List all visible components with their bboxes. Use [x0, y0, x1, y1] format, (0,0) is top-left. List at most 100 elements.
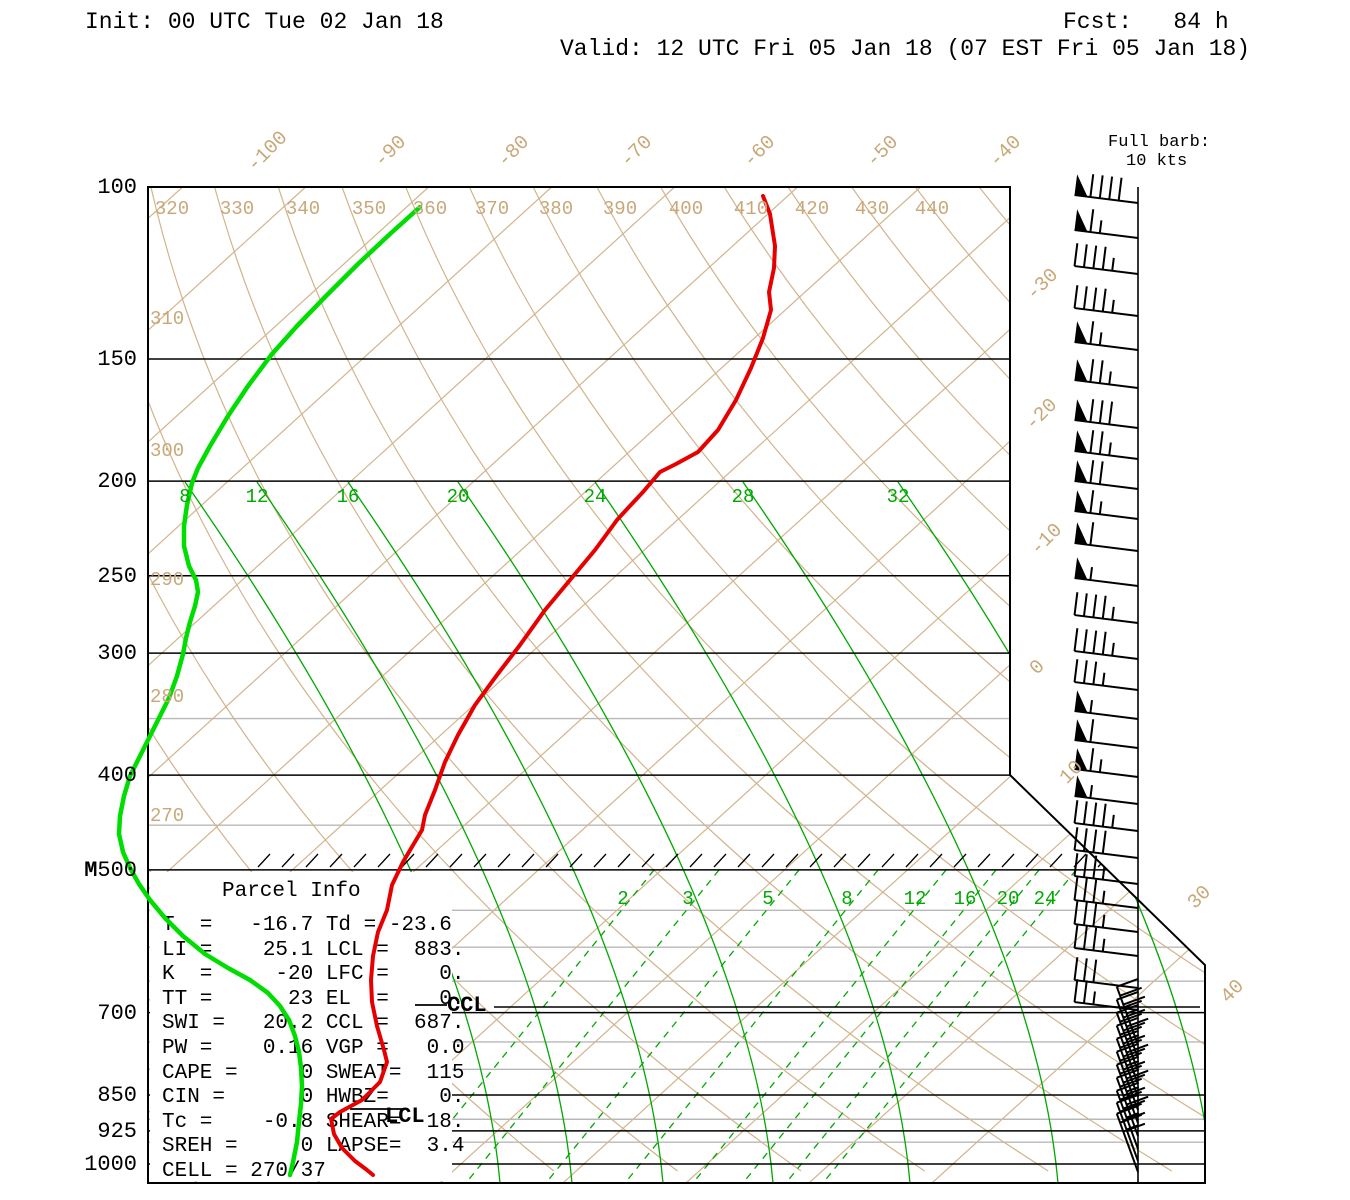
dry-adiabat-line: [787, 187, 1205, 1172]
freezing-level-hatch: [1049, 853, 1063, 868]
freezing-level-hatch: [425, 853, 439, 868]
parcel-info-row: Tc = -0.8 SHEAR= 18.: [162, 1110, 465, 1134]
wind-barb: [1073, 853, 1139, 885]
isotherm-line: [316, 187, 1205, 1183]
wind-barb: [1074, 522, 1139, 552]
wind-barb: [1074, 490, 1139, 520]
wind-barb: [1073, 628, 1139, 660]
isotherm-line: [148, 187, 553, 1183]
wind-barb: [1073, 285, 1139, 317]
freezing-level-hatch: [761, 853, 775, 868]
freezing-level-hatch: [281, 853, 295, 868]
freezing-level-hatch: [833, 853, 847, 868]
mixing-ratio-line: [624, 869, 879, 1183]
mixing-ratio-line: [742, 869, 997, 1183]
wind-barb: [1074, 321, 1139, 351]
dry-adiabat-line: [532, 187, 1205, 1172]
freezing-level-hatch: [809, 853, 823, 868]
parcel-info-row: T = -16.7 Td = -23.6: [162, 914, 452, 937]
freezing-level-hatch: [953, 853, 967, 868]
freezing-level-hatch: [377, 853, 391, 868]
parcel-info-row: K = -20 LFC = 0.: [162, 963, 465, 987]
wind-barb: [1074, 430, 1139, 460]
moist-adiabat-line: [594, 481, 911, 1183]
freezing-level-hatch: [449, 853, 463, 868]
dewpoint-curve: [116, 204, 423, 1178]
freezing-level-hatch: [1025, 853, 1039, 868]
wind-barb: [1073, 901, 1139, 933]
wind-barb: [1074, 557, 1139, 587]
wind-barb: [1074, 174, 1139, 204]
freezing-level-hatch: [737, 853, 751, 868]
parcel-info-table: T = -16.7 Td = -23.6 LI = 25.1 LCL = 883.…: [162, 914, 464, 1185]
freezing-level-hatch: [473, 853, 487, 868]
parcel-info-row: TT = 23 EL = 0.: [162, 987, 465, 1011]
isotherm-line: [148, 187, 430, 1183]
freezing-level-hatch: [545, 853, 559, 868]
parcel-info-row: CELL = 270/37: [162, 1159, 326, 1183]
isotherm-line: [148, 187, 676, 1183]
moist-adiabat-line: [457, 481, 774, 1183]
freezing-level-hatch: [305, 853, 319, 868]
mixing-ratio-line: [465, 869, 720, 1183]
freezing-level-hatch: [569, 853, 583, 868]
freezing-level-hatch: [329, 853, 343, 868]
moist-adiabat-line: [256, 481, 573, 1183]
parcel-info-row: SWI = 20.2 CCL = 687.: [162, 1012, 465, 1036]
parcel-info-row: CIN = 0 HWBZ= 0.: [162, 1086, 465, 1110]
parcel-info-row: LI = 25.1 LCL = 883.: [162, 938, 465, 962]
freezing-level-hatch: [857, 853, 871, 868]
freezing-level-hatch: [497, 853, 511, 868]
wind-barb: [1073, 925, 1139, 957]
moist-adiabat-line: [347, 481, 664, 1183]
wind-barb: [1074, 719, 1139, 749]
freezing-level-hatch: [1001, 853, 1015, 868]
freezing-level-hatch: [905, 853, 919, 868]
wind-barb: [1073, 659, 1139, 691]
wind-barb: [1074, 748, 1139, 778]
wind-barb: [1074, 209, 1139, 239]
isotherm-line: [685, 187, 1205, 1183]
wind-barb: [1074, 359, 1139, 389]
dry-adiabat-line: [468, 187, 1205, 1172]
wind-barb: [1074, 775, 1139, 805]
freezing-level-hatch: [617, 853, 631, 868]
freezing-level-hatch: [881, 853, 895, 868]
profile-curves: [116, 194, 1200, 1178]
freezing-level-hatch: [593, 853, 607, 868]
dry-adiabat-line: [148, 187, 678, 1172]
moist-adiabat-line: [742, 481, 1059, 1183]
freezing-level-hatch: [401, 853, 415, 868]
freezing-level-hatch: [977, 853, 991, 868]
isotherm-line: [148, 187, 1045, 1183]
moist-adiabat-line: [184, 481, 501, 1183]
dry-adiabat-line: [851, 187, 1205, 1172]
dry-adiabat-line: [596, 187, 1205, 1172]
isotherm-line: [148, 187, 922, 1183]
mixing-ratio-line: [692, 869, 947, 1183]
isotherm-line: [931, 187, 1205, 1183]
wind-barb: [1074, 399, 1139, 429]
wind-barb: [1115, 977, 1146, 1046]
isotherm-line: [439, 187, 1205, 1183]
wind-barb: [1115, 1104, 1146, 1173]
freezing-level-hatch: [929, 853, 943, 868]
wind-barb: [1073, 592, 1139, 624]
isotherm-line: [808, 187, 1205, 1183]
mixing-ratio-line: [545, 869, 800, 1183]
plot-border: [147, 186, 1206, 1184]
freezing-level-hatch: [713, 853, 727, 868]
wind-barb: [1073, 827, 1139, 859]
freezing-level-hatch: [785, 853, 799, 868]
parcel-info-title: Parcel Info: [222, 880, 361, 903]
wind-barb: [1073, 800, 1139, 832]
temperature-curve: [329, 194, 777, 1177]
isotherm-line: [148, 187, 799, 1183]
wind-barb: [1074, 690, 1139, 720]
mixing-ratio-line: [785, 869, 1040, 1183]
wind-barb-column: [1073, 174, 1149, 1183]
mixing-ratio-line: [400, 869, 655, 1183]
